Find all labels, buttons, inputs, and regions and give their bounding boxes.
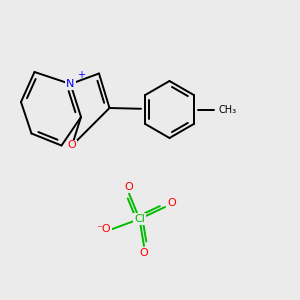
Text: O: O (124, 182, 134, 192)
Text: O: O (68, 140, 76, 151)
Text: N: N (66, 79, 75, 89)
Text: O: O (167, 197, 176, 208)
Text: +: + (77, 70, 85, 80)
Text: O: O (140, 248, 148, 258)
Text: CH₃: CH₃ (219, 105, 237, 115)
Text: ⁻O: ⁻O (96, 224, 111, 235)
Text: Cl: Cl (134, 214, 145, 224)
